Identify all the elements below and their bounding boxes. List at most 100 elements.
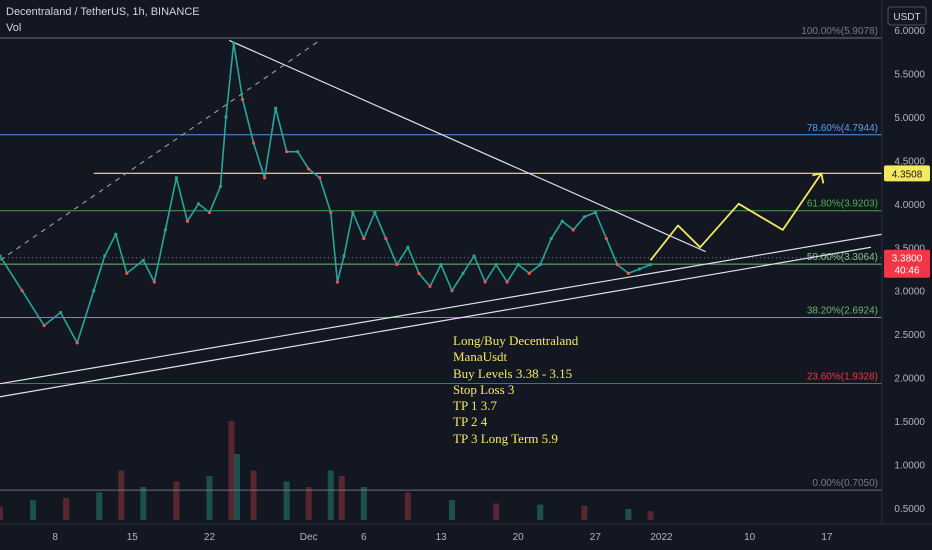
price-point (373, 210, 377, 215)
price-point (196, 202, 201, 206)
resistance-badge (884, 165, 930, 182)
resistance-layer[interactable] (0, 172, 882, 259)
volume-bar (327, 470, 334, 520)
price-point (20, 289, 24, 293)
volume-bar (404, 492, 411, 520)
fibonacci-retracement[interactable]: 100.00%(5.9078) 78.60%(4.7944) 61.80%(3.92… (0, 26, 882, 491)
volume-bar (30, 500, 37, 520)
price-point (604, 236, 608, 241)
price-point (103, 254, 107, 258)
price-point (318, 176, 322, 180)
price-point (163, 228, 167, 232)
volume-bar (305, 487, 312, 520)
price-point (342, 254, 346, 258)
volume-bar (173, 481, 180, 520)
volume-bar (140, 487, 147, 520)
price-point (571, 228, 575, 232)
volume-bar (537, 504, 544, 520)
chart-header: Decentraland / TetherUS, 1h, BINANCE Vol (6, 6, 200, 34)
projection-layer[interactable] (649, 172, 825, 261)
price-point (59, 310, 63, 315)
price-line (0, 42, 651, 344)
price-point (516, 263, 520, 267)
symbol-title[interactable]: Decentraland / TetherUS, 1h, BINANCE (6, 6, 200, 18)
time-axis[interactable]: 8 15 22 Dec 6 13 20 27 2022 10 17 (52, 532, 833, 543)
volume-bar (118, 470, 125, 520)
price-tick-label: 0.5000 (894, 504, 925, 515)
projection-path (649, 172, 823, 261)
price-point (527, 271, 531, 275)
fib-level-label: 50.00%(3.3064) (807, 252, 878, 263)
fib-level-label: 0.00%(0.7050) (812, 478, 878, 489)
price-point (232, 41, 236, 45)
price-point (494, 263, 498, 267)
price-point (428, 284, 432, 288)
price-point (648, 263, 653, 267)
price-point (384, 236, 388, 241)
price-point (274, 106, 278, 110)
price-point (439, 263, 443, 267)
price-point (207, 210, 212, 215)
time-tick-label: 6 (361, 532, 367, 543)
fib-level-label: 100.00%(5.9078) (801, 26, 878, 37)
trade-note: Long/Buy Decentraland ManaUsdt Buy Level… (453, 333, 578, 447)
price-tick-label: 5.5000 (894, 69, 925, 80)
note-line: Stop Loss 3 (453, 381, 515, 397)
time-tick-label: 27 (590, 532, 602, 543)
time-tick-label: 10 (744, 532, 756, 543)
currency-badge-label: USDT (893, 12, 920, 23)
price-tick-label: 1.5000 (894, 417, 925, 428)
currency-badge[interactable]: USDT (887, 6, 927, 26)
price-point (538, 263, 542, 267)
price-point (329, 210, 333, 215)
price-point (42, 323, 46, 328)
trendline-support-upper (0, 233, 883, 385)
note-line: Buy Levels 3.38 - 3.15 (453, 365, 573, 381)
fib-level-label: 38.20%(2.6924) (807, 305, 878, 316)
current-price-label: 3.3800 (892, 254, 923, 265)
time-tick-label: 8 (52, 532, 58, 543)
trendlines-layer[interactable] (0, 39, 883, 398)
price-point (218, 184, 223, 189)
volume-layer (0, 421, 654, 520)
price-point (395, 263, 399, 267)
note-line: TP 3 Long Term 5.9 (453, 430, 558, 446)
price-point (75, 341, 79, 345)
price-point (615, 263, 620, 267)
price-point (472, 254, 476, 258)
time-tick-label: 2022 (650, 532, 673, 543)
volume-indicator-label[interactable]: Vol (6, 22, 22, 34)
price-tick-label: 3.5000 (894, 243, 925, 254)
volume-bar (0, 506, 3, 520)
price-tick-label: 3.0000 (894, 287, 925, 298)
price-point (263, 176, 267, 180)
price-tick-label: 6.0000 (894, 26, 925, 37)
note-line: Long/Buy Decentraland (453, 333, 579, 348)
note-line: ManaUsdt (453, 349, 508, 365)
time-tick-label: 13 (435, 532, 447, 543)
volume-bar (625, 509, 632, 520)
price-point (637, 267, 642, 271)
price-tick-label: 2.5000 (894, 330, 925, 341)
volume-bar (338, 476, 345, 520)
price-point (626, 271, 631, 275)
price-point (141, 258, 145, 262)
price-tick-label: 4.5000 (894, 156, 925, 167)
fib-level-label: 78.60%(4.7944) (807, 123, 878, 134)
price-axis[interactable]: 6.0000 5.5000 5.0000 4.5000 4.0000 3.5000 3.00… (894, 26, 925, 515)
candle-countdown-label: 40:46 (894, 266, 919, 277)
price-point (0, 254, 2, 258)
fib-level-label: 23.60%(1.9328) (807, 371, 878, 382)
price-point (224, 115, 228, 119)
price-point (483, 280, 487, 284)
price-point (351, 210, 355, 215)
price-point (174, 176, 178, 180)
price-point (406, 245, 410, 249)
price-tick-label: 2.0000 (894, 374, 925, 385)
volume-bar (493, 503, 500, 520)
price-point (505, 280, 509, 284)
price-tick-label: 1.0000 (894, 461, 925, 472)
